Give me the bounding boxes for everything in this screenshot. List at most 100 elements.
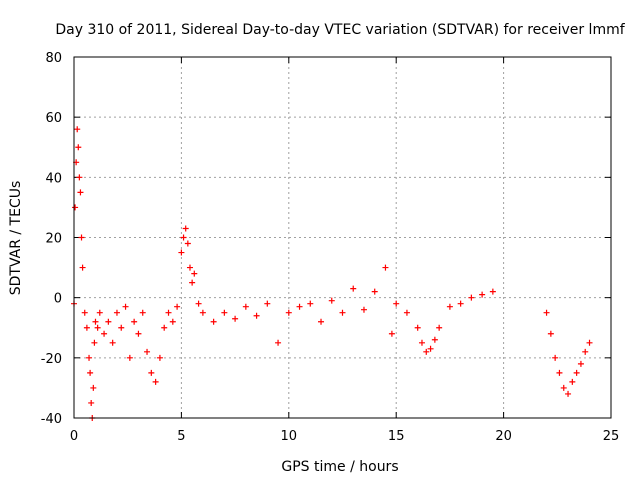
data-point <box>253 312 260 319</box>
y-tick-label: 40 <box>45 171 62 186</box>
data-point <box>101 330 108 337</box>
chart-title: Day 310 of 2011, Sidereal Day-to-day VTE… <box>55 22 625 38</box>
data-point <box>81 309 88 316</box>
data-point <box>360 306 367 313</box>
y-tick-label: -40 <box>41 412 62 427</box>
data-point <box>275 339 282 346</box>
data-point <box>139 309 146 316</box>
x-tick-label: 5 <box>177 429 185 444</box>
data-point <box>178 249 185 256</box>
data-point <box>186 264 193 271</box>
data-point <box>91 339 98 346</box>
data-point <box>328 297 335 304</box>
data-point <box>393 300 400 307</box>
data-point <box>403 309 410 316</box>
data-point <box>468 294 475 301</box>
y-tick-label: 0 <box>54 292 62 307</box>
x-tick-label: 0 <box>70 429 78 444</box>
data-point <box>148 369 155 376</box>
data-point <box>418 339 425 346</box>
data-point <box>565 390 572 397</box>
data-point <box>152 378 159 385</box>
y-axis-label: SDTVAR / TECUs <box>8 181 24 296</box>
data-point <box>105 318 112 325</box>
data-point <box>195 300 202 307</box>
data-point <box>582 348 589 355</box>
data-point <box>72 204 79 211</box>
data-point <box>77 189 84 196</box>
data-point <box>94 324 101 331</box>
data-point <box>122 303 129 310</box>
data-point <box>191 270 198 277</box>
data-point <box>135 330 142 337</box>
data-point <box>96 309 103 316</box>
data-point <box>221 309 228 316</box>
data-point <box>199 309 206 316</box>
data-point <box>75 144 82 151</box>
data-point <box>569 378 576 385</box>
data-point <box>126 354 133 361</box>
data-point <box>427 345 434 352</box>
x-tick-label: 20 <box>495 429 512 444</box>
data-point <box>109 339 116 346</box>
data-point <box>184 240 191 247</box>
data-point <box>87 369 94 376</box>
data-point <box>436 324 443 331</box>
data-point <box>76 174 83 181</box>
data-point <box>350 285 357 292</box>
data-point <box>577 360 584 367</box>
data-point <box>431 336 438 343</box>
y-tick-label: 20 <box>45 232 62 247</box>
data-point <box>382 264 389 271</box>
data-point <box>296 303 303 310</box>
data-point <box>543 309 550 316</box>
data-point <box>318 318 325 325</box>
data-point <box>165 309 172 316</box>
data-point <box>423 348 430 355</box>
data-point <box>118 324 125 331</box>
data-point <box>232 315 239 322</box>
x-tick-label: 15 <box>388 429 405 444</box>
data-point <box>161 324 168 331</box>
data-point <box>113 309 120 316</box>
data-point <box>78 234 85 241</box>
data-point <box>264 300 271 307</box>
data-point <box>285 309 292 316</box>
data-point <box>307 300 314 307</box>
data-point <box>86 354 93 361</box>
data-point <box>388 330 395 337</box>
y-tick-label: 80 <box>45 51 62 66</box>
data-point <box>83 324 90 331</box>
data-point <box>189 279 196 286</box>
data-point <box>144 348 151 355</box>
data-point <box>169 318 176 325</box>
x-axis-label: GPS time / hours <box>281 459 398 475</box>
plot-frame <box>73 56 612 419</box>
data-point <box>180 234 187 241</box>
data-point <box>560 384 567 391</box>
data-point <box>79 264 86 271</box>
plot-area: 0 5 10 15 20 25 -40 -20 0 20 40 60 80 <box>41 51 620 444</box>
data-point <box>479 291 486 298</box>
x-tick-label: 25 <box>603 429 620 444</box>
data-point <box>131 318 138 325</box>
y-tick-label: 60 <box>45 111 62 126</box>
data-point <box>414 324 421 331</box>
data-point <box>182 225 189 232</box>
data-point <box>371 288 378 295</box>
data-point <box>586 339 593 346</box>
y-tick-label: -20 <box>41 352 62 367</box>
x-tick-label: 10 <box>281 429 298 444</box>
data-point <box>74 126 81 133</box>
data-point <box>92 318 99 325</box>
data-point <box>242 303 249 310</box>
data-point <box>573 369 580 376</box>
data-point <box>556 369 563 376</box>
data-point <box>88 399 95 406</box>
data-point <box>156 354 163 361</box>
data-point <box>446 303 453 310</box>
data-point <box>210 318 217 325</box>
data-point <box>489 288 496 295</box>
data-point <box>552 354 559 361</box>
